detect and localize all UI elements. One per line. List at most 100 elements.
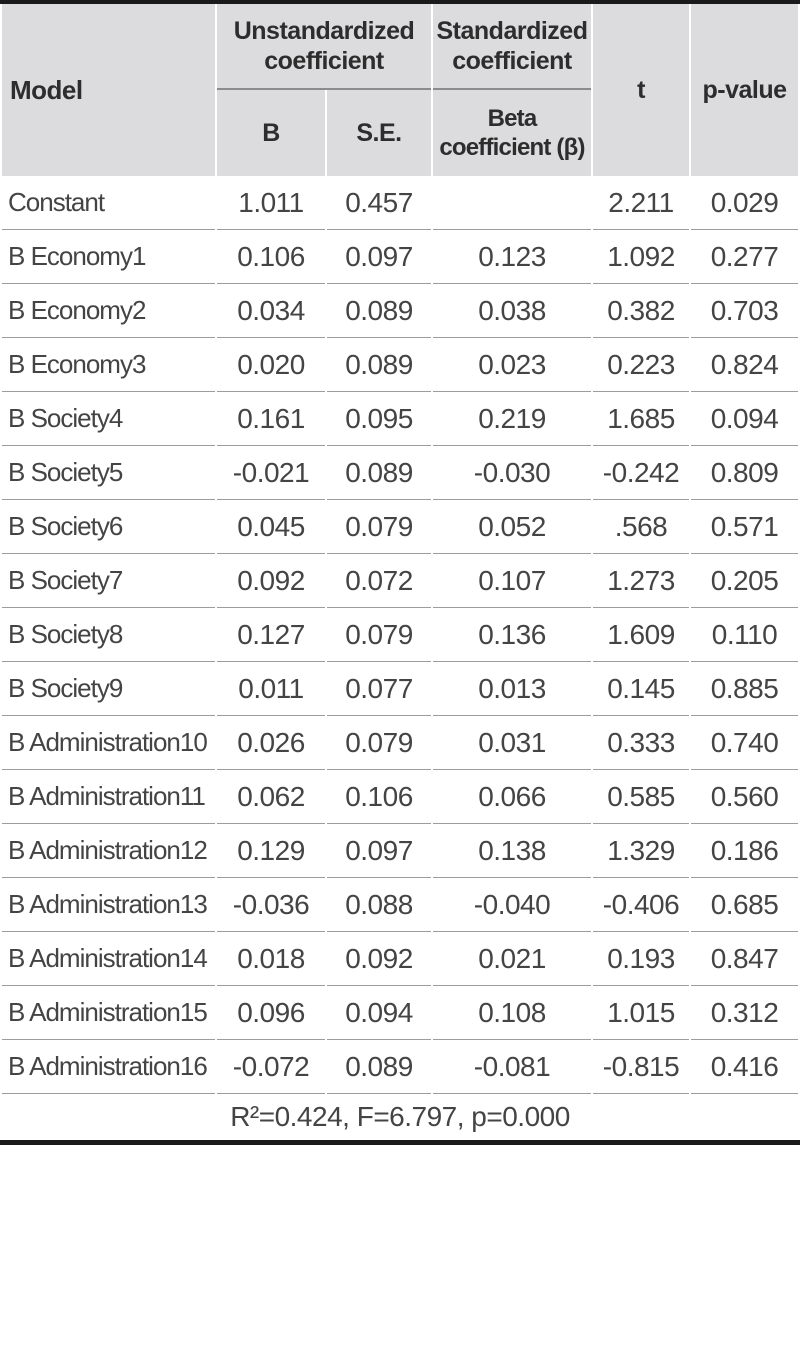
cell-pvalue: 0.186 [691, 824, 798, 878]
cell-pvalue: 0.029 [691, 176, 798, 230]
table-row: B Economy2 0.034 0.089 0.038 0.382 0.703 [2, 284, 798, 338]
cell-b: -0.072 [217, 1040, 325, 1094]
cell-beta: 0.031 [433, 716, 591, 770]
cell-se: 0.089 [327, 1040, 431, 1094]
cell-beta: 0.066 [433, 770, 591, 824]
cell-beta: 0.136 [433, 608, 591, 662]
regression-table: Model Unstandardized coefficient Standar… [0, 4, 800, 1140]
row-label-model: B Administration14 [2, 932, 215, 986]
table-row: B Administration13 -0.036 0.088 -0.040 -… [2, 878, 798, 932]
cell-se: 0.097 [327, 230, 431, 284]
cell-t: 1.015 [593, 986, 689, 1040]
row-label-model: B Society7 [2, 554, 215, 608]
cell-b: 0.020 [217, 338, 325, 392]
cell-b: 0.034 [217, 284, 325, 338]
cell-b: 0.018 [217, 932, 325, 986]
row-label-model: Constant [2, 176, 215, 230]
col-header-standardized-coefficient: Standardized coefficient [433, 4, 591, 90]
cell-se: 0.089 [327, 338, 431, 392]
cell-b: 0.011 [217, 662, 325, 716]
cell-se: 0.094 [327, 986, 431, 1040]
cell-b: 0.062 [217, 770, 325, 824]
cell-pvalue: 0.560 [691, 770, 798, 824]
cell-t: 0.333 [593, 716, 689, 770]
cell-se: 0.095 [327, 392, 431, 446]
cell-beta: 0.219 [433, 392, 591, 446]
cell-b: 0.106 [217, 230, 325, 284]
row-label-model: B Administration16 [2, 1040, 215, 1094]
table-row: B Economy1 0.106 0.097 0.123 1.092 0.277 [2, 230, 798, 284]
row-label-model: B Society9 [2, 662, 215, 716]
table-row: B Administration12 0.129 0.097 0.138 1.3… [2, 824, 798, 878]
row-label-model: B Society8 [2, 608, 215, 662]
cell-b: -0.021 [217, 446, 325, 500]
cell-b: -0.036 [217, 878, 325, 932]
cell-se: 0.079 [327, 500, 431, 554]
table-row: B Administration10 0.026 0.079 0.031 0.3… [2, 716, 798, 770]
cell-se: 0.092 [327, 932, 431, 986]
row-label-model: B Economy1 [2, 230, 215, 284]
beta-header-line1: Beta [487, 105, 538, 132]
cell-pvalue: 0.205 [691, 554, 798, 608]
cell-t: 1.092 [593, 230, 689, 284]
cell-beta: -0.030 [433, 446, 591, 500]
row-label-model: B Economy3 [2, 338, 215, 392]
col-header-unstandardized-coefficient: Unstandardized coefficient [217, 4, 431, 90]
cell-beta: 0.023 [433, 338, 591, 392]
cell-t: 0.193 [593, 932, 689, 986]
row-label-model: B Administration15 [2, 986, 215, 1040]
row-label-model: B Administration10 [2, 716, 215, 770]
cell-beta: 0.038 [433, 284, 591, 338]
cell-pvalue: 0.416 [691, 1040, 798, 1094]
header-group-row: Model Unstandardized coefficient Standar… [2, 4, 798, 176]
regression-table-figure: Model Unstandardized coefficient Standar… [0, 0, 800, 1145]
cell-beta: 0.021 [433, 932, 591, 986]
row-label-model: B Society5 [2, 446, 215, 500]
cell-b: 0.045 [217, 500, 325, 554]
cell-pvalue: 0.277 [691, 230, 798, 284]
cell-beta: 0.052 [433, 500, 591, 554]
cell-se: 0.088 [327, 878, 431, 932]
cell-pvalue: 0.094 [691, 392, 798, 446]
cell-se: 0.079 [327, 608, 431, 662]
cell-pvalue: 0.809 [691, 446, 798, 500]
model-fit-statistics: R²=0.424, F=6.797, p=0.000 [2, 1094, 798, 1140]
cell-se: 0.079 [327, 716, 431, 770]
col-header-model: Model [2, 4, 215, 176]
table-bottom-rule [0, 1140, 800, 1145]
table-footer: R²=0.424, F=6.797, p=0.000 [2, 1094, 798, 1140]
cell-pvalue: 0.685 [691, 878, 798, 932]
cell-se: 0.077 [327, 662, 431, 716]
row-label-model: B Economy2 [2, 284, 215, 338]
header-sub-row: B S.E. Beta coefficient (β) [2, 90, 798, 176]
cell-se: 0.097 [327, 824, 431, 878]
cell-b: 1.011 [217, 176, 325, 230]
cell-pvalue: 0.824 [691, 338, 798, 392]
cell-b: 0.129 [217, 824, 325, 878]
cell-beta: -0.040 [433, 878, 591, 932]
cell-b: 0.096 [217, 986, 325, 1040]
cell-t: -0.242 [593, 446, 689, 500]
cell-pvalue: 0.847 [691, 932, 798, 986]
cell-pvalue: 0.885 [691, 662, 798, 716]
table-row: B Society8 0.127 0.079 0.136 1.609 0.110 [2, 608, 798, 662]
cell-beta: 0.123 [433, 230, 591, 284]
row-label-model: B Society6 [2, 500, 215, 554]
cell-t: 0.223 [593, 338, 689, 392]
col-header-t: t [593, 4, 689, 176]
cell-t: 0.585 [593, 770, 689, 824]
cell-pvalue: 0.703 [691, 284, 798, 338]
footer-row: R²=0.424, F=6.797, p=0.000 [2, 1094, 798, 1140]
table-header: Model Unstandardized coefficient Standar… [2, 4, 798, 176]
cell-t: 0.382 [593, 284, 689, 338]
cell-t: 1.685 [593, 392, 689, 446]
row-label-model: B Society4 [2, 392, 215, 446]
table-row: B Administration11 0.062 0.106 0.066 0.5… [2, 770, 798, 824]
cell-pvalue: 0.740 [691, 716, 798, 770]
row-label-model: B Administration13 [2, 878, 215, 932]
cell-se: 0.089 [327, 446, 431, 500]
cell-t: .568 [593, 500, 689, 554]
cell-t: 1.273 [593, 554, 689, 608]
cell-t: 0.145 [593, 662, 689, 716]
cell-beta: 0.138 [433, 824, 591, 878]
